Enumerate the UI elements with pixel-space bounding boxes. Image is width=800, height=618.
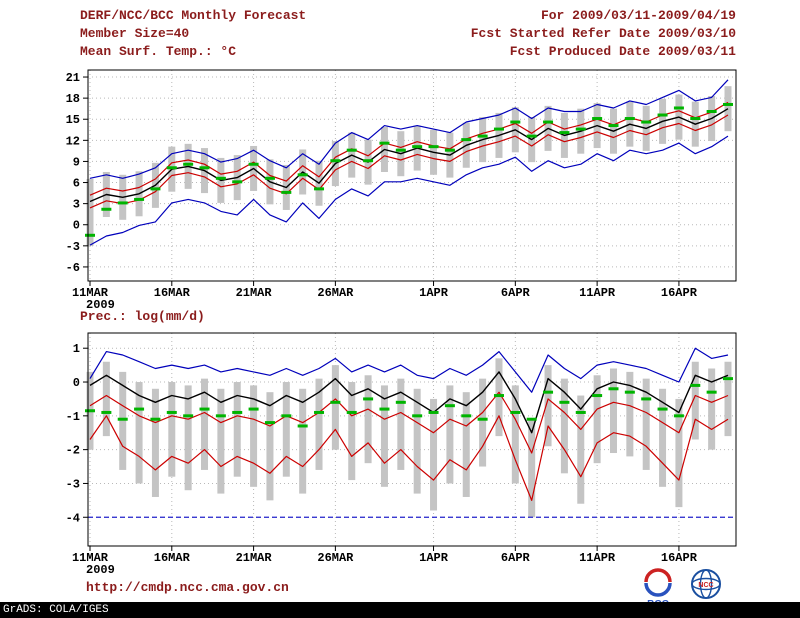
svg-text:16MAR: 16MAR (154, 286, 191, 300)
svg-text:11APR: 11APR (579, 286, 616, 300)
svg-text:2009: 2009 (86, 563, 115, 577)
forecast-range-label: For 2009/03/11-2009/04/19 (540, 8, 736, 23)
temp-variable-label: Mean Surf. Temp.: °C (80, 44, 237, 59)
website-url: http://cmdp.ncc.cma.gov.cn (86, 580, 289, 595)
svg-text:16APR: 16APR (661, 286, 698, 300)
svg-text:16APR: 16APR (661, 551, 698, 565)
ncc-globe-meridian (699, 569, 713, 599)
member-size-label: Member Size=40 (80, 26, 190, 41)
svg-text:-1: -1 (66, 410, 80, 424)
svg-text:11MAR: 11MAR (72, 286, 109, 300)
svg-text:1APR: 1APR (419, 286, 449, 300)
ncc-logo-text: NCC (698, 582, 713, 589)
svg-text:16MAR: 16MAR (154, 551, 191, 565)
svg-text:6: 6 (73, 177, 80, 191)
grads-credit: GrADS: COLA/IGES (3, 604, 109, 616)
svg-text:21: 21 (66, 71, 80, 85)
svg-text:-2: -2 (66, 444, 80, 458)
svg-text:0: 0 (73, 219, 80, 233)
svg-text:21MAR: 21MAR (236, 551, 273, 565)
header-right: For 2009/03/11-2009/04/19 Fcst Started R… (471, 7, 736, 61)
bcc-swirl-red (644, 568, 672, 583)
svg-text:6APR: 6APR (501, 551, 531, 565)
svg-text:0: 0 (73, 376, 80, 390)
svg-text:9: 9 (73, 155, 80, 169)
svg-text:-4: -4 (66, 511, 80, 525)
svg-text:15: 15 (66, 113, 80, 127)
svg-text:11MAR: 11MAR (72, 551, 109, 565)
svg-text:3: 3 (73, 198, 80, 212)
svg-text:12: 12 (66, 134, 80, 148)
svg-text:-3: -3 (66, 477, 80, 491)
page-title: DERF/NCC/BCC Monthly Forecast (80, 8, 307, 23)
svg-text:-6: -6 (66, 261, 80, 275)
ncc-globe-parallel (691, 577, 721, 591)
svg-text:18: 18 (66, 92, 80, 106)
refer-date-label: Fcst Started Refer Date 2009/03/10 (470, 26, 736, 41)
bcc-swirl-blue (644, 582, 672, 597)
svg-text:11APR: 11APR (579, 551, 616, 565)
precip-variable-label: Prec.: log(mm/d) (80, 309, 205, 324)
grads-footer-bar: GrADS: COLA/IGES (0, 602, 800, 618)
svg-text:1APR: 1APR (419, 551, 449, 565)
svg-text:1: 1 (73, 342, 80, 356)
header-left: DERF/NCC/BCC Monthly Forecast Member Siz… (80, 7, 306, 61)
svg-text:-3: -3 (66, 240, 80, 254)
svg-text:6APR: 6APR (501, 286, 531, 300)
svg-text:26MAR: 26MAR (317, 286, 354, 300)
svg-text:26MAR: 26MAR (317, 551, 354, 565)
produced-date-label: Fcst Produced Date 2009/03/11 (509, 44, 736, 59)
ncc-logo: NCC (691, 569, 721, 599)
svg-text:2009: 2009 (86, 298, 115, 312)
svg-text:21MAR: 21MAR (236, 286, 273, 300)
